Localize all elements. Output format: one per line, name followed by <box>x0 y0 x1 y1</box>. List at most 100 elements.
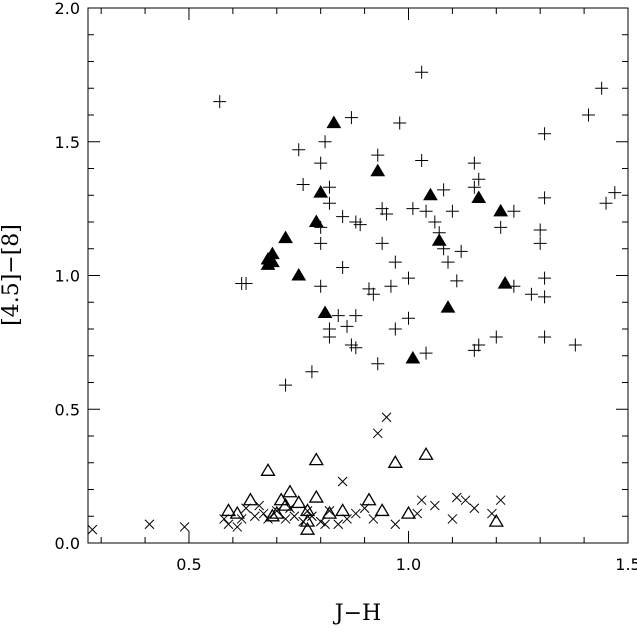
open-triangle-point <box>269 505 285 519</box>
filled-triangle-point <box>423 187 438 201</box>
plus-point <box>533 223 547 237</box>
cross-point <box>302 506 313 516</box>
open-triangle-point <box>282 484 298 498</box>
y-axis-label: [4.5]−[8] <box>0 224 24 326</box>
plus-point <box>375 236 389 250</box>
plus-point <box>336 210 350 224</box>
x-tick-label: 1.0 <box>396 555 421 574</box>
plus-point <box>349 341 363 355</box>
plus-point <box>467 343 481 357</box>
open-triangle-point <box>308 489 324 503</box>
cross-point <box>271 506 282 516</box>
cross-point <box>342 514 352 524</box>
plus-point <box>467 180 481 194</box>
open-triangle-point <box>299 503 316 517</box>
cross-point <box>298 516 308 527</box>
plus-point <box>472 172 486 186</box>
cross-point <box>324 506 335 516</box>
cross-point <box>460 495 471 506</box>
open-triangle-point <box>488 513 504 527</box>
filled-triangle-point <box>265 254 280 268</box>
plus-point <box>415 65 429 79</box>
plus-point <box>494 220 508 234</box>
cross-point <box>179 522 190 532</box>
plus-point <box>581 108 595 122</box>
open-triangle-point <box>387 454 403 468</box>
cross-point <box>263 514 273 524</box>
plot-frame <box>87 7 629 544</box>
plus-point <box>595 81 609 95</box>
plus-point <box>533 236 547 250</box>
y-tick-label: 1.5 <box>55 133 80 152</box>
plus-point <box>538 191 552 205</box>
plus-point <box>314 156 328 170</box>
x-tick-label: 1.5 <box>615 555 637 574</box>
plus-point <box>331 309 345 323</box>
cross-point <box>320 519 330 530</box>
plus-point <box>213 95 227 109</box>
filled-triangle-point <box>278 230 293 244</box>
cross-point <box>451 492 462 503</box>
cross-point <box>412 508 423 519</box>
plus-point <box>388 255 402 269</box>
plus-point <box>428 215 442 229</box>
plus-point <box>388 322 402 336</box>
open-triangle-point <box>229 505 245 519</box>
filled-triangle-point <box>313 185 329 198</box>
filled-triangle-point <box>308 214 324 228</box>
cross-point <box>232 522 243 532</box>
cross-point <box>333 519 344 530</box>
open-triangle-point <box>321 505 338 519</box>
cross-point <box>249 511 260 522</box>
plus-point <box>239 277 253 291</box>
plus-point <box>415 153 429 167</box>
open-triangle-point <box>299 521 316 535</box>
plus-point <box>380 207 394 221</box>
cross-point <box>241 503 251 514</box>
cross-point <box>285 503 295 514</box>
open-triangle-point <box>242 492 259 506</box>
cross-point <box>337 476 348 487</box>
plus-point <box>419 204 433 218</box>
plus-point <box>366 287 380 301</box>
cross-point <box>280 514 291 524</box>
cross-point <box>359 503 370 514</box>
plus-point <box>524 287 538 301</box>
cross-point <box>219 514 229 524</box>
y-tick-label: 0.5 <box>55 400 80 419</box>
filled-triangle-point <box>471 190 487 203</box>
plus-point <box>336 260 350 274</box>
plus-point <box>353 218 367 232</box>
cross-point <box>254 500 265 511</box>
plus-point <box>406 202 420 216</box>
plus-point <box>344 111 358 125</box>
open-triangle-point <box>273 492 289 506</box>
plus-point <box>371 357 385 371</box>
open-triangle-point <box>400 505 417 519</box>
cross-point <box>315 516 326 527</box>
open-triangle-point <box>418 446 434 460</box>
plus-point <box>371 148 385 162</box>
y-tick-label: 2.0 <box>55 0 80 18</box>
filled-triangle-point <box>405 350 421 364</box>
plus-point <box>340 319 354 333</box>
plus-point <box>314 236 328 250</box>
plus-point <box>538 290 552 304</box>
plus-point <box>322 180 336 194</box>
plus-point <box>608 186 622 200</box>
cross-point <box>236 514 247 524</box>
filled-triangle-point <box>326 115 342 129</box>
plus-point <box>538 271 552 285</box>
plus-point <box>489 330 503 344</box>
cross-point <box>350 508 361 519</box>
cross-point <box>381 412 392 423</box>
plus-point <box>454 244 468 258</box>
x-axis-label: J−H <box>333 601 381 626</box>
cross-point <box>372 428 383 439</box>
plus-point <box>445 204 459 218</box>
cross-point <box>307 511 317 522</box>
plus-point <box>314 279 328 293</box>
cross-point <box>487 508 497 519</box>
open-triangle-point <box>334 503 351 517</box>
